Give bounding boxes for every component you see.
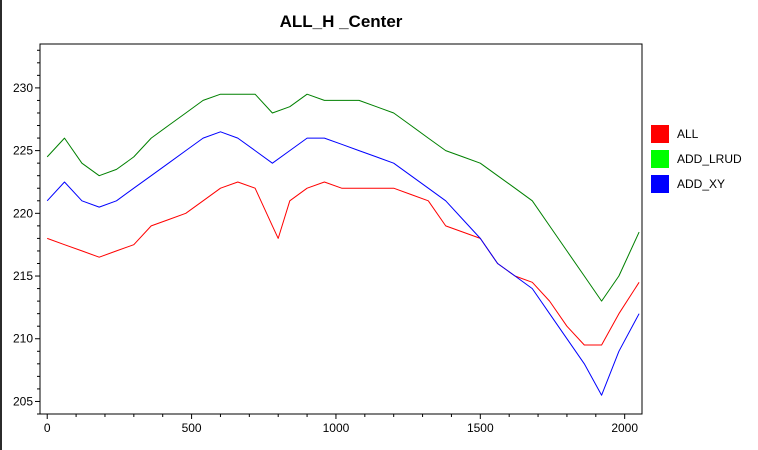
legend-item-add-xy: ADD_XY: [651, 171, 742, 196]
ticks-layer: 205 210 215 220 225 230 0 500 1000 1500 2000: [13, 49, 638, 435]
x-tick-label: 1500: [467, 421, 494, 435]
window-left-border: [0, 0, 2, 450]
x-tick-label: 2000: [611, 421, 638, 435]
legend-item-all: ALL: [651, 121, 742, 146]
legend-swatch-all: [651, 124, 669, 143]
y-tick-label: 205: [13, 394, 33, 408]
series-line-add-xy: [46, 131, 640, 396]
series-line-all: [47, 181, 640, 346]
y-tick-label: 210: [13, 332, 33, 346]
legend-item-add-lrud: ADD_LRUD: [651, 146, 742, 171]
series-layer: [46, 93, 640, 396]
legend-label-add-xy: ADD_XY: [677, 176, 726, 191]
legend: ALL ADD_LRUD ADD_XY: [651, 121, 742, 196]
x-tick-label: 500: [182, 421, 202, 435]
y-tick-label: 225: [13, 144, 33, 158]
y-tick-label: 230: [13, 81, 33, 95]
y-tick-label: 215: [13, 269, 33, 283]
x-tick-label: 1000: [323, 421, 350, 435]
legend-swatch-add-lrud: [651, 149, 669, 168]
y-tick-label: 220: [13, 206, 33, 220]
legend-label-add-lrud: ADD_LRUD: [677, 151, 742, 166]
series-line-add-lrud: [46, 93, 640, 302]
legend-label-all: ALL: [677, 126, 699, 141]
x-tick-label: 0: [44, 421, 51, 435]
plot-frame: [39, 43, 643, 415]
legend-swatch-add-xy: [651, 174, 669, 193]
chart-title: ALL_H _Center: [279, 12, 403, 31]
